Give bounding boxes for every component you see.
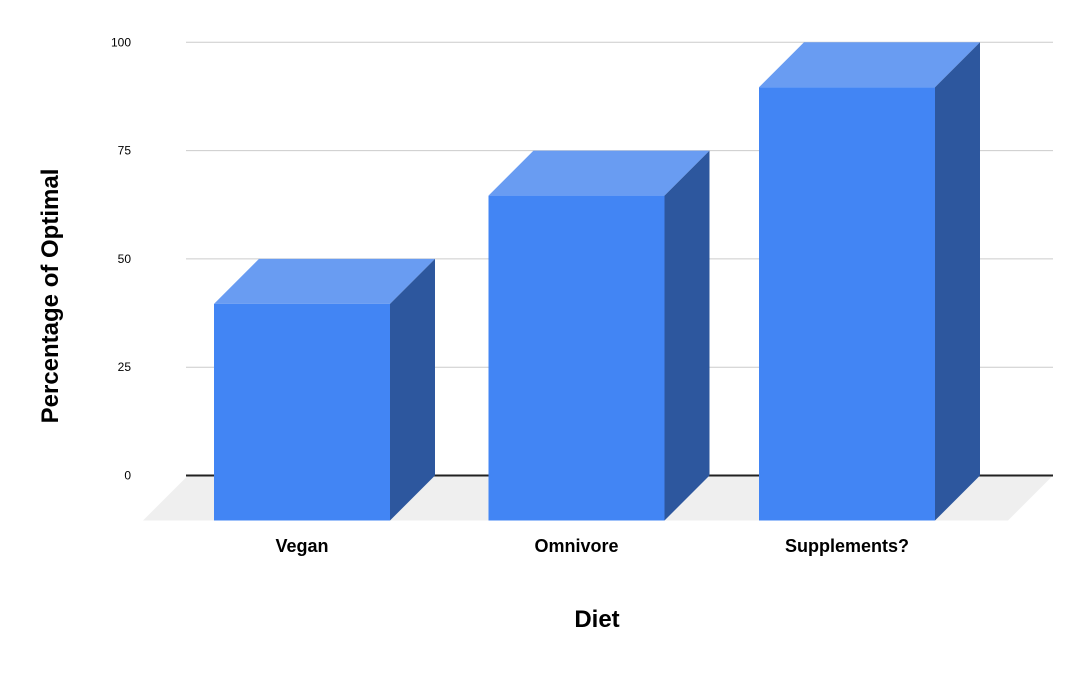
x-axis-title: Diet [574, 606, 620, 633]
y-tick-label-100: 100 [111, 35, 131, 49]
y-axis-title: Percentage of Optimal [37, 168, 64, 424]
bar-top-face-supplements [759, 42, 980, 88]
y-tick-label-0: 0 [124, 469, 131, 483]
bar-top-face-omnivore [488, 150, 710, 196]
bar-vegan [214, 258, 435, 521]
y-tick-label-25: 25 [118, 360, 132, 374]
y-tick-label-50: 50 [118, 252, 132, 266]
bar-side-face-vegan [390, 258, 435, 521]
x-category-label-vegan: Vegan [275, 536, 328, 556]
bar-front-face-supplements [759, 87, 935, 521]
x-category-label-omnivore: Omnivore [534, 536, 618, 556]
bar-side-face-supplements [935, 42, 980, 521]
x-category-label-supplements: Supplements? [785, 536, 909, 556]
bar-omnivore [488, 150, 710, 521]
y-tick-label-75: 75 [118, 144, 132, 158]
bar-supplements [759, 42, 980, 521]
bar-top-face-vegan [214, 258, 435, 304]
bar-front-face-vegan [214, 303, 390, 521]
bar-front-face-omnivore [488, 195, 665, 521]
bar-side-face-omnivore [664, 150, 710, 521]
